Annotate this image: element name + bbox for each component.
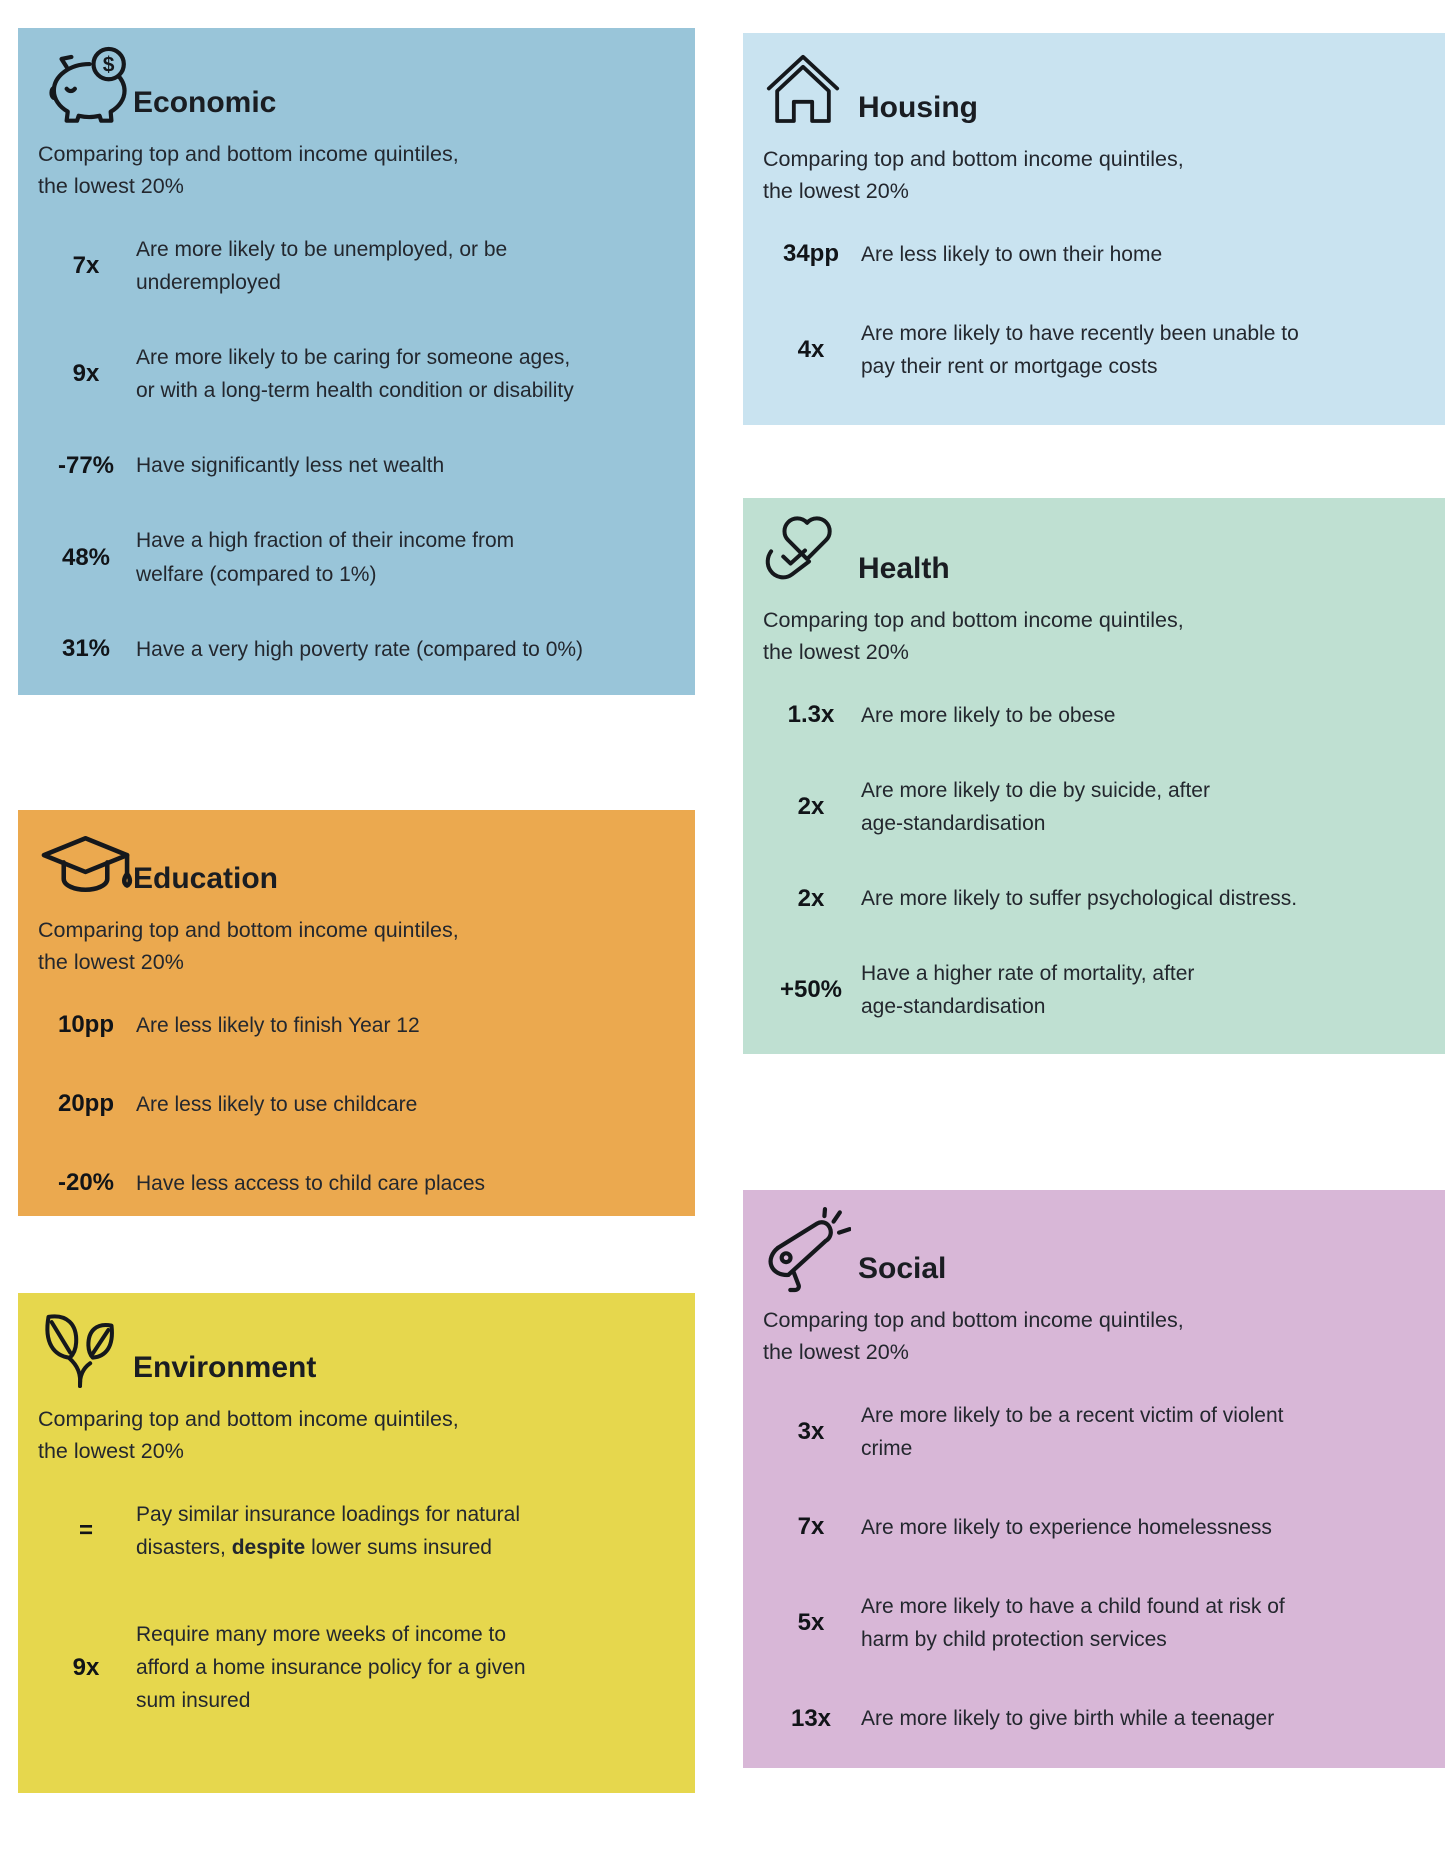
panel-education: Education Comparing top and bottom incom… (18, 810, 695, 1216)
panel-social: Social Comparing top and bottom income q… (743, 1190, 1445, 1768)
stat-value: 10pp (57, 1011, 114, 1039)
stat-row: 4x Are more likely to have recently been … (763, 317, 1419, 383)
panel-subtitle: Comparing top and bottom income quintile… (763, 147, 1184, 204)
stat-row: 2x Are more likely to die by suicide, aft… (763, 774, 1419, 840)
stat-value: 2x (797, 792, 825, 820)
panel-health: Health Comparing top and bottom income q… (743, 498, 1445, 1054)
stat-row: 34pp Are less likely to own their home (763, 238, 1419, 271)
stat-description: Are less likely to own their home (861, 242, 1163, 266)
panel-title: Housing (858, 91, 978, 124)
stat-value: 9x (72, 1653, 100, 1681)
graduation-cap-icon (38, 826, 133, 904)
stat-value: 31% (61, 635, 111, 663)
piggy-bank-icon: $ (38, 44, 133, 128)
panel-header: Health (763, 514, 1419, 594)
stat-description: Have a very high poverty rate (compared … (136, 637, 584, 661)
panel-header: Social (763, 1206, 1419, 1294)
stat-description: Have a high fraction of their income fro… (136, 529, 515, 586)
stat-row: 7x Are more likely to be unemployed, or b… (38, 233, 669, 299)
stat-row: 10pp Are less likely to finish Year 12 (38, 1009, 669, 1042)
panel-subtitle: Comparing top and bottom income quintile… (38, 1407, 459, 1464)
panel-title: Economic (133, 86, 277, 119)
stat-description: Are more likely to suffer psychological … (861, 887, 1298, 911)
stat-value: 9x (72, 360, 100, 388)
stat-rows: 1.3x Are more likely to be obese 2x Are mor… (763, 699, 1419, 1024)
stat-description: Are more likely to be caring for someone… (136, 345, 574, 403)
panel-header: Housing (763, 49, 1419, 133)
stat-row: 3x Are more likely to be a recent victim … (763, 1399, 1419, 1465)
panel-title: Social (858, 1252, 947, 1285)
stat-value: 4x (797, 335, 825, 363)
panel-header: Environment (38, 1309, 669, 1393)
stat-description: Are less likely to use childcare (136, 1092, 418, 1116)
stat-value: 3x (797, 1417, 825, 1445)
stat-description: Have significantly less net wealth (136, 454, 445, 478)
megaphone-icon (763, 1206, 858, 1294)
stat-description: Are more likely to give birth while a te… (861, 1707, 1275, 1731)
panel-title: Environment (133, 1351, 317, 1384)
stat-row: -77% Have significantly less net wealth (38, 449, 669, 482)
stat-rows: 34pp Are less likely to own their home 4x A… (763, 238, 1419, 384)
stat-value: = (78, 1516, 93, 1544)
stat-row: +50% Have a higher rate of mortality, aft… (763, 957, 1419, 1023)
stat-row: 9x Are more likely to be caring for someo… (38, 341, 669, 407)
stat-row: 5x Are more likely to have a child found … (763, 1590, 1419, 1656)
panel-housing: Housing Comparing top and bottom income … (743, 33, 1445, 425)
panel-subtitle: Comparing top and bottom income quintile… (763, 1308, 1184, 1365)
stat-row: 9x Require many more weeks of income to af… (38, 1618, 669, 1718)
stat-row: 48% Have a high fraction of their income … (38, 524, 669, 590)
stat-description: Are less likely to finish Year 12 (136, 1013, 420, 1037)
stat-description: Have a higher rate of mortality, after ag… (861, 962, 1195, 1019)
stat-description: Pay similar insurance loadings for natur… (136, 1502, 521, 1559)
stat-description: Have less access to child care places (136, 1171, 485, 1195)
stat-row: 13x Are more likely to give birth while a… (763, 1702, 1419, 1735)
stat-description: Are more likely to be unemployed, or be u… (136, 237, 508, 294)
panel-subtitle: Comparing top and bottom income quintile… (38, 142, 459, 199)
stat-value: 7x (72, 251, 100, 279)
stat-value: 13x (790, 1704, 832, 1732)
stat-description: Are more likely to be obese (861, 703, 1116, 727)
panel-header: $ Economic (38, 44, 669, 128)
stat-value: 20pp (57, 1090, 114, 1118)
stat-row: 31% Have a very high poverty rate (compar… (38, 633, 669, 666)
stat-row: 2x Are more likely to suffer psychologica… (763, 882, 1419, 915)
stat-value: -20% (57, 1169, 115, 1197)
home-icon (763, 49, 858, 133)
stat-rows: 10pp Are less likely to finish Year 12 20p… (38, 1009, 669, 1201)
stat-value: 7x (797, 1513, 825, 1541)
stat-row: 1.3x Are more likely to be obese (763, 699, 1419, 732)
panel-environment: Environment Comparing top and bottom inc… (18, 1293, 695, 1793)
stat-description: Are more likely to be a recent victim of… (861, 1403, 1284, 1460)
svg-text:$: $ (103, 53, 115, 76)
heart-in-hand-icon (763, 514, 858, 594)
stat-description: Require many more weeks of income to affo… (136, 1622, 526, 1713)
panel-title: Education (133, 862, 279, 895)
stat-value: 34pp (782, 240, 839, 268)
stat-rows: = Pay similar insurance loadings for natu… (38, 1498, 669, 1718)
panel-header: Education (38, 826, 669, 904)
stat-value: -77% (57, 451, 115, 479)
stat-value: 48% (61, 543, 111, 571)
stat-row: -20% Have less access to child care place… (38, 1167, 669, 1200)
panel-subtitle: Comparing top and bottom income quintile… (38, 918, 459, 975)
stat-value: 5x (797, 1609, 825, 1637)
stat-description: Are more likely to have recently been un… (861, 321, 1299, 378)
stat-row: 7x Are more likely to experience homeless… (763, 1511, 1419, 1544)
stat-row: = Pay similar insurance loadings for natu… (38, 1498, 669, 1564)
panel-economic: $ Economic Comparing top and bottom inco… (18, 28, 695, 695)
leaves-icon (38, 1309, 133, 1393)
stat-value: 1.3x (787, 701, 835, 729)
stat-rows: 3x Are more likely to be a recent victim … (763, 1399, 1419, 1736)
panel-title: Health (858, 552, 950, 585)
stat-value: 2x (797, 884, 825, 912)
stat-value: +50% (779, 976, 843, 1004)
stat-rows: 7x Are more likely to be unemployed, or b… (38, 233, 669, 666)
panel-subtitle: Comparing top and bottom income quintile… (763, 608, 1184, 665)
stat-row: 20pp Are less likely to use childcare (38, 1088, 669, 1121)
stat-description: Are more likely to die by suicide, after… (861, 778, 1210, 835)
stat-description: Are more likely to have a child found at… (861, 1595, 1285, 1652)
stat-description: Are more likely to experience homelessne… (861, 1515, 1272, 1539)
